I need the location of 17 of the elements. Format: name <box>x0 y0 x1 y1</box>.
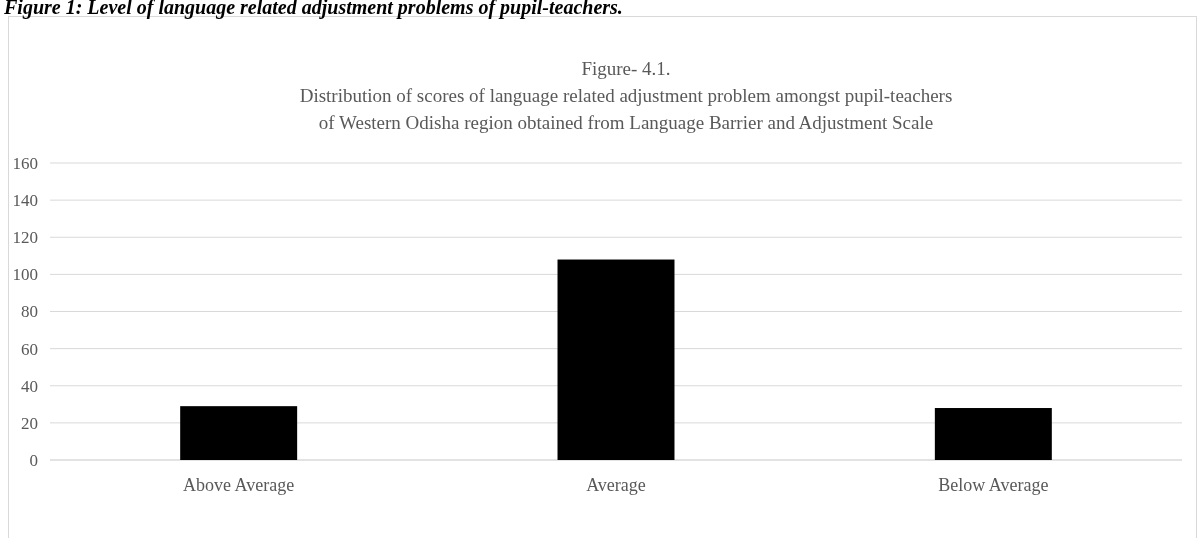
bar <box>934 408 1052 460</box>
y-tick-label: 80 <box>21 302 38 322</box>
x-tick-label: Average <box>586 475 646 495</box>
y-tick-label: 120 <box>12 228 38 248</box>
bar <box>557 259 675 460</box>
y-tick-label: 140 <box>12 191 38 211</box>
y-tick-label: 100 <box>12 265 38 285</box>
y-tick-label: 160 <box>12 153 38 173</box>
y-tick-label: 40 <box>21 376 38 396</box>
x-tick-label: Above Average <box>183 475 295 495</box>
chart-title: Figure 1: Level of language related adjustment problems of pupil-teachers. <box>3 0 623 19</box>
y-tick-label: 0 <box>29 450 38 470</box>
bar <box>180 406 298 460</box>
y-tick-label: 20 <box>21 413 38 433</box>
y-tick-label: 60 <box>21 339 38 359</box>
x-tick-label: Below Average <box>938 475 1049 495</box>
chart-subtitle: Figure- 4.1. Distribution of scores of language related adjustment problem amongst pupil-teachers of Western Odisha region obtained from Language Barrier and Adjustment Scale <box>299 58 953 133</box>
